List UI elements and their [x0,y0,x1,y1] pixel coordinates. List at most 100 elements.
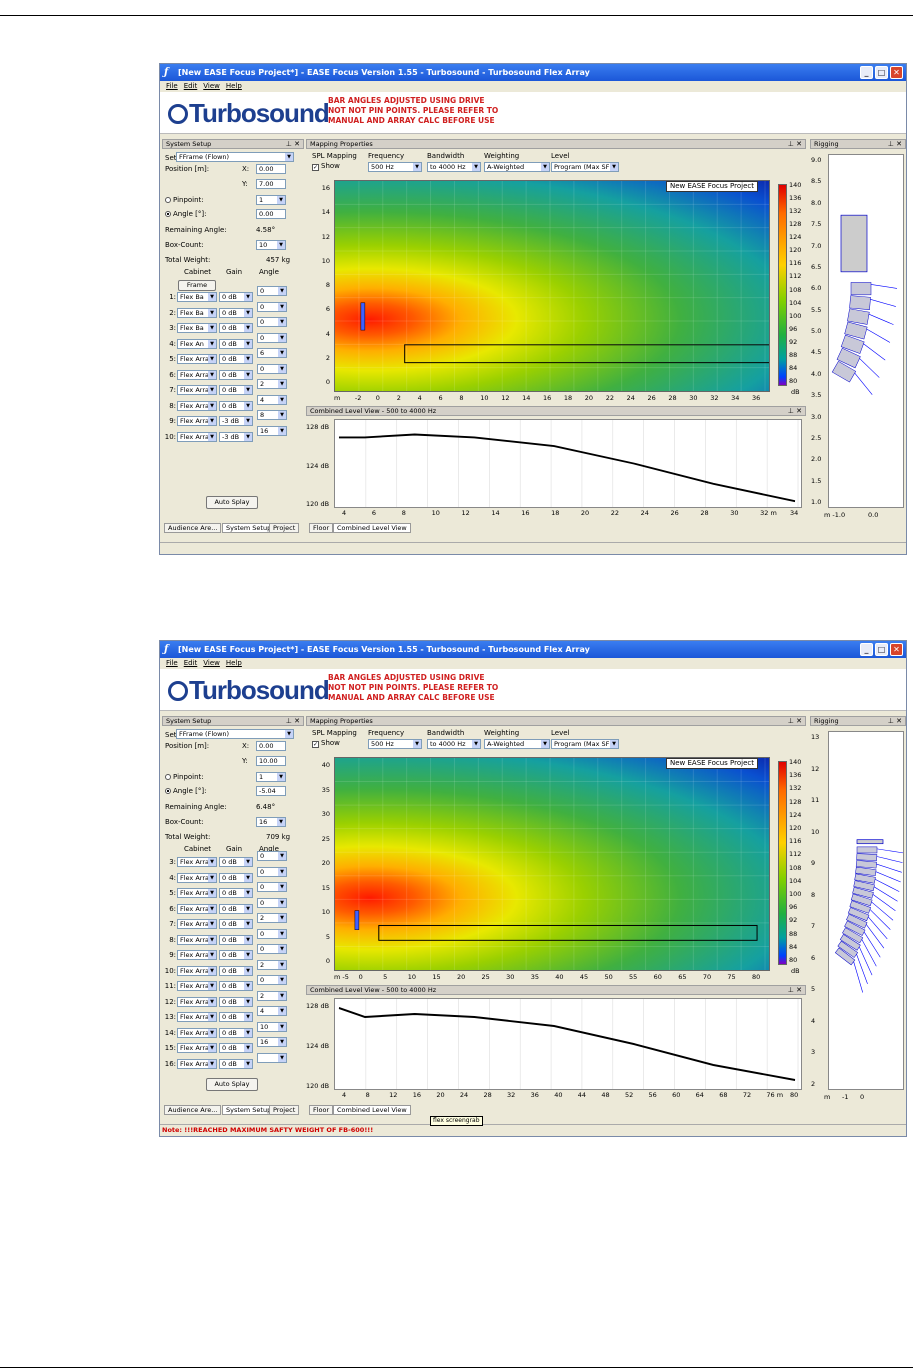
spl-heatmap[interactable] [334,757,770,971]
gain-select[interactable]: 0 dB [219,965,253,976]
angle-select[interactable]: 8 [257,410,287,420]
menu-item-view[interactable]: View [203,82,220,90]
menu-item-view[interactable]: View [203,659,220,667]
angle-select[interactable]: 0 [257,332,287,343]
bandwidth-select[interactable]: to 4000 Hz [427,739,481,749]
angle-select[interactable]: 0 [257,944,287,954]
cabinet-select[interactable]: Flex An [177,338,217,349]
gain-select[interactable]: 0 dB [219,919,253,929]
cabinet-select[interactable]: Flex Ba [177,323,217,333]
angle-select[interactable]: 2 [257,379,287,389]
spl-heatmap[interactable] [334,180,770,392]
gain-select[interactable]: 0 dB [219,903,253,914]
angle-select[interactable]: 6 [257,348,287,358]
cabinet-select[interactable]: Flex Ba [177,307,217,318]
angle-select[interactable]: 2 [257,913,287,923]
gain-select[interactable]: 0 dB [219,872,253,883]
menu-item-help[interactable]: Help [225,82,242,90]
angle-select[interactable]: 0 [257,363,287,374]
gain-select[interactable]: 0 dB [219,323,253,333]
angle-select[interactable] [257,1052,287,1063]
cabinet-select[interactable]: Flex Array [177,385,217,395]
angle-field[interactable]: 0.00 [256,209,286,219]
tab-floor[interactable]: Floor [309,1105,334,1115]
gain-select[interactable]: 0 dB [219,385,253,395]
minimize-button[interactable]: _ [860,66,873,79]
cabinet-select[interactable]: Flex Array [177,950,217,960]
angle-field[interactable]: -5.04 [256,786,286,796]
angle-select[interactable]: 0 [257,882,287,892]
gain-select[interactable]: 0 dB [219,354,253,364]
gain-select[interactable]: 0 dB [219,307,253,318]
close-button[interactable]: ✕ [890,643,903,656]
angle-select[interactable]: 16 [257,1037,287,1047]
frequency-select[interactable]: 500 Hz [368,162,422,172]
pinpoint-radio[interactable]: Pinpoint: [165,773,204,781]
tab-audience-areas[interactable]: Audience Are... [164,1105,222,1115]
pin-icon[interactable]: ⊥ ✕ [787,140,802,148]
menu-item-file[interactable]: File [166,82,178,90]
gain-select[interactable]: 0 dB [219,950,253,960]
gain-select[interactable]: 0 dB [219,857,253,867]
cabinet-select[interactable]: Flex Array [177,903,217,914]
cabinet-select[interactable]: Flex Array [177,888,217,898]
gain-select[interactable]: 0 dB [219,292,253,302]
cabinet-select[interactable]: Flex Array [177,416,217,426]
gain-select[interactable]: -3 dB [219,431,253,442]
minimize-button[interactable]: _ [860,643,873,656]
weighting-select[interactable]: A-Weighted [484,739,550,749]
rigging-view[interactable] [828,154,904,508]
angle-select[interactable]: 0 [257,928,287,939]
cabinet-select[interactable]: Flex Array [177,1027,217,1038]
menu-item-file[interactable]: File [166,659,178,667]
angle-select[interactable]: 4 [257,394,287,405]
cabinet-select[interactable]: Flex Array [177,1043,217,1053]
pinpoint-select[interactable]: 1 [256,195,286,205]
angle-radio[interactable]: Angle [°]: [165,210,206,218]
pin-icon[interactable]: ⊥ ✕ [285,140,300,148]
gain-select[interactable]: 0 dB [219,934,253,945]
cabinet-select[interactable]: Flex Array [177,1058,217,1069]
tab-project[interactable]: Project [269,1105,300,1115]
gain-select[interactable]: 0 dB [219,1043,253,1053]
y-field[interactable]: 7.00 [256,179,286,189]
pin-icon[interactable]: ⊥ ✕ [285,717,300,725]
setup-select[interactable]: FFrame (Flown) [176,729,294,739]
gain-select[interactable]: 0 dB [219,1027,253,1038]
cabinet-select[interactable]: Flex Array [177,934,217,945]
maximize-button[interactable]: □ [875,643,888,656]
cabinet-select[interactable]: Flex Array [177,981,217,991]
tab-audience-areas[interactable]: Audience Are... [164,523,222,533]
cabinet-select[interactable]: Flex Array [177,965,217,976]
cabinet-select[interactable]: Flex Array [177,400,217,411]
cabinet-select[interactable]: Flex Array [177,872,217,883]
auto-splay-button[interactable]: Auto Splay [206,1078,258,1091]
tab-floor[interactable]: Floor [309,523,334,533]
angle-select[interactable]: 0 [257,317,287,327]
cabinet-select[interactable]: Flex Ba [177,292,217,302]
cabinet-select[interactable]: Flex Array [177,431,217,442]
box-count-select[interactable]: 16 [256,817,286,827]
pinpoint-radio[interactable]: Pinpoint: [165,196,204,204]
gain-select[interactable]: 0 dB [219,996,253,1007]
rigging-view[interactable] [828,731,904,1090]
cabinet-select[interactable]: Flex Array [177,1012,217,1022]
angle-radio[interactable]: Angle [°]: [165,787,206,795]
angle-select[interactable]: 0 [257,975,287,985]
auto-splay-button[interactable]: Auto Splay [206,496,258,509]
pin-icon[interactable]: ⊥ ✕ [887,717,902,725]
menu-item-help[interactable]: Help [225,659,242,667]
angle-select[interactable]: 16 [257,425,287,436]
show-checkbox[interactable]: ✓ Show [312,162,340,171]
angle-select[interactable]: 4 [257,1006,287,1016]
pin-icon[interactable]: ⊥ ✕ [887,140,902,148]
angle-select[interactable]: 0 [257,897,287,908]
gain-select[interactable]: -3 dB [219,416,253,426]
bandwidth-select[interactable]: to 4000 Hz [427,162,481,172]
gain-select[interactable]: 0 dB [219,338,253,349]
level-select[interactable]: Program (Max SF [551,739,619,749]
tab-system-setup[interactable]: System Setup [222,1105,276,1115]
cabinet-select[interactable]: Flex Array [177,996,217,1007]
angle-select[interactable]: 0 [257,301,287,312]
angle-select[interactable]: 10 [257,1021,287,1032]
